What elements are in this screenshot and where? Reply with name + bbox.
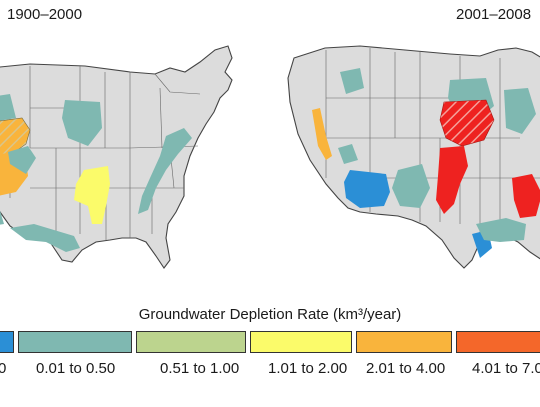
legend-title: Groundwater Depletion Rate (km³/year) — [138, 306, 402, 323]
legend-label-4: 2.01 to 4.00 — [366, 360, 446, 377]
teal-great-basin — [338, 144, 358, 164]
teal-east — [504, 88, 536, 134]
teal-midwest — [62, 100, 102, 146]
teal-north — [0, 94, 16, 121]
teal-gulf-coast — [476, 218, 526, 242]
legend-label-5: 4.01 to 7.0 — [472, 360, 540, 377]
legend-label-3: 1.01 to 2.00 — [268, 360, 348, 377]
us-map-1900-2000 — [0, 45, 233, 269]
teal-plains — [8, 146, 36, 174]
teal-west — [340, 68, 364, 94]
panel-title-2001-2008: 2001–2008 — [456, 6, 532, 23]
us-map-2001-2008 — [287, 45, 540, 269]
teal-gulf — [10, 224, 80, 252]
red-southern-plains — [436, 146, 468, 214]
blue-arizona — [344, 170, 390, 208]
legend-swatch-1 — [18, 331, 132, 353]
legend-swatch-0 — [0, 331, 14, 353]
red-mississippi — [512, 174, 540, 218]
yellow-mississippi — [74, 166, 110, 224]
legend-swatch-3 — [250, 331, 352, 353]
panel-title-1900-2000: 1900–2000 — [7, 6, 83, 23]
teal-west — [0, 210, 4, 225]
orange-california — [312, 108, 332, 160]
legend-swatch-5 — [456, 331, 540, 353]
teal-atlantic — [138, 128, 192, 214]
legend-label-1: 0.01 to 0.50 — [36, 360, 116, 377]
legend-label-0: 0 — [0, 360, 7, 377]
teal-texas — [392, 164, 430, 208]
red-high-plains-hatched — [439, 99, 495, 147]
legend-swatch-4 — [356, 331, 452, 353]
legend-swatch-2 — [136, 331, 246, 353]
legend-label-2: 0.51 to 1.00 — [160, 360, 240, 377]
